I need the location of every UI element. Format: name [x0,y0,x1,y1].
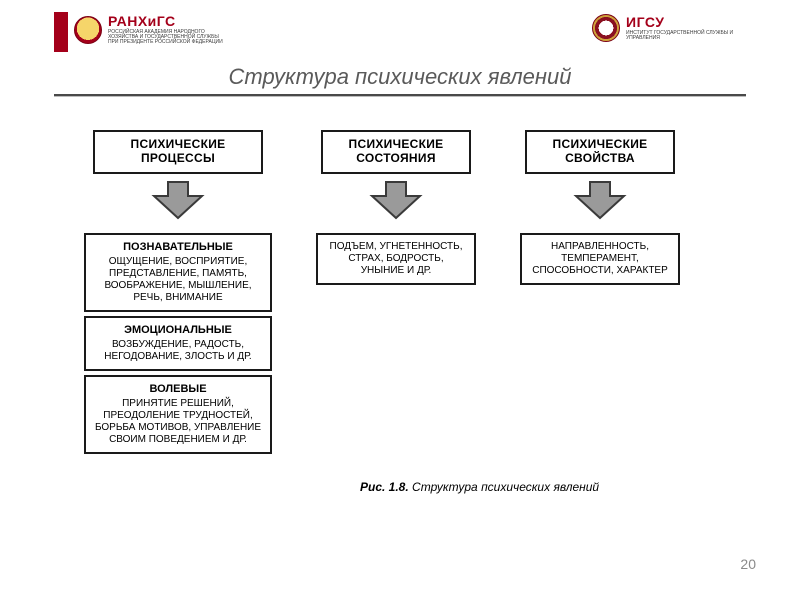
arrow-down-icon [572,180,628,220]
content-box: ПОЗНАВАТЕЛЬНЫЕ ОЩУЩЕНИЕ, ВОСПРИЯТИЕ, ПРЕД… [84,233,272,312]
logo-left: РАНХиГС РОССИЙСКАЯ АКАДЕМИЯ НАРОДНОГО ХО… [74,14,228,45]
diagram-column: ПСИХИЧЕСКИЕ СВОЙСТВА НАПРАВЛЕННОСТЬ, ТЕМ… [520,130,680,285]
logo-right-main: ИГСУ [626,15,746,29]
title-rule [54,94,746,97]
diagram: ПСИХИЧЕСКИЕ ПРОЦЕССЫ ПОЗНАВАТЕЛЬНЫЕ ОЩУЩЕ… [84,130,746,454]
column-header-text: ПСИХИЧЕСКИЕ ПРОЦЕССЫ [103,138,253,166]
content-box: ПОДЪЕМ, УГНЕТЕННОСТЬ, СТРАХ, БОДРОСТЬ, У… [316,233,476,285]
caption-text: Структура психических явлений [412,480,599,494]
logo-right-text: ИГСУ ИНСТИТУТ ГОСУДАРСТВЕННОЙ СЛУЖБЫ И У… [626,15,746,41]
content-text: НАПРАВЛЕННОСТЬ, ТЕМПЕРАМЕНТ, СПОСОБНОСТИ… [530,241,670,277]
logo-left-main: РАНХиГС [108,14,228,28]
content-body: ОЩУЩЕНИЕ, ВОСПРИЯТИЕ, ПРЕДСТАВЛЕНИЕ, ПАМ… [104,256,251,303]
content-body: ВОЗБУЖДЕНИЕ, РАДОСТЬ, НЕГОДОВАНИЕ, ЗЛОСТ… [104,339,251,362]
column-header-box: ПСИХИЧЕСКИЕ СОСТОЯНИЯ [321,130,471,174]
content-box: ВОЛЕВЫЕ ПРИНЯТИЕ РЕШЕНИЙ, ПРЕОДОЛЕНИЕ ТРУ… [84,375,272,454]
arrow-down-icon [368,180,424,220]
logo-left-text: РАНХиГС РОССИЙСКАЯ АКАДЕМИЯ НАРОДНОГО ХО… [108,14,228,45]
page-number: 20 [740,556,756,572]
slide: РАНХиГС РОССИЙСКАЯ АКАДЕМИЯ НАРОДНОГО ХО… [0,0,800,600]
content-text: ЭМОЦИОНАЛЬНЫЕ ВОЗБУЖДЕНИЕ, РАДОСТЬ, НЕГОД… [94,324,262,363]
content-body: НАПРАВЛЕННОСТЬ, ТЕМПЕРАМЕНТ, СПОСОБНОСТИ… [532,241,668,276]
column-header-box: ПСИХИЧЕСКИЕ СВОЙСТВА [525,130,675,174]
diagram-column: ПСИХИЧЕСКИЕ СОСТОЯНИЯ ПОДЪЕМ, УГНЕТЕННОС… [316,130,476,285]
content-title: ПОЗНАВАТЕЛЬНЫЕ [94,241,262,254]
accent-bar [54,12,68,52]
content-body: ПОДЪЕМ, УГНЕТЕННОСТЬ, СТРАХ, БОДРОСТЬ, У… [330,241,463,276]
column-stack: ПОЗНАВАТЕЛЬНЫЕ ОЩУЩЕНИЕ, ВОСПРИЯТИЕ, ПРЕД… [84,233,272,455]
column-header-text: ПСИХИЧЕСКИЕ СОСТОЯНИЯ [331,138,461,166]
content-title: ВОЛЕВЫЕ [94,383,262,396]
slide-title: Структура психических явлений [0,64,800,90]
arrow-wrap [572,180,628,225]
arrow-wrap [368,180,424,225]
logo-right: ИГСУ ИНСТИТУТ ГОСУДАРСТВЕННОЙ СЛУЖБЫ И У… [592,14,746,42]
logo-left-sub: РОССИЙСКАЯ АКАДЕМИЯ НАРОДНОГО ХОЗЯЙСТВА … [108,30,228,45]
figure-caption: Рис. 1.8. Структура психических явлений [360,480,599,494]
content-text: ПОДЪЕМ, УГНЕТЕННОСТЬ, СТРАХ, БОДРОСТЬ, У… [326,241,466,277]
logo-right-sub: ИНСТИТУТ ГОСУДАРСТВЕННОЙ СЛУЖБЫ И УПРАВЛ… [626,31,746,41]
arrow-down-icon [150,180,206,220]
content-text: ВОЛЕВЫЕ ПРИНЯТИЕ РЕШЕНИЙ, ПРЕОДОЛЕНИЕ ТРУ… [94,383,262,446]
column-stack: НАПРАВЛЕННОСТЬ, ТЕМПЕРАМЕНТ, СПОСОБНОСТИ… [520,233,680,285]
content-text: ПОЗНАВАТЕЛЬНЫЕ ОЩУЩЕНИЕ, ВОСПРИЯТИЕ, ПРЕД… [94,241,262,304]
caption-label: Рис. 1.8. [360,480,409,494]
column-header-box: ПСИХИЧЕСКИЕ ПРОЦЕССЫ [93,130,263,174]
content-title: ЭМОЦИОНАЛЬНЫЕ [94,324,262,337]
content-body: ПРИНЯТИЕ РЕШЕНИЙ, ПРЕОДОЛЕНИЕ ТРУДНОСТЕЙ… [95,398,261,445]
content-box: ЭМОЦИОНАЛЬНЫЕ ВОЗБУЖДЕНИЕ, РАДОСТЬ, НЕГОД… [84,316,272,371]
arrow-wrap [150,180,206,225]
column-stack: ПОДЪЕМ, УГНЕТЕННОСТЬ, СТРАХ, БОДРОСТЬ, У… [316,233,476,285]
content-box: НАПРАВЛЕННОСТЬ, ТЕМПЕРАМЕНТ, СПОСОБНОСТИ… [520,233,680,285]
column-header-text: ПСИХИЧЕСКИЕ СВОЙСТВА [535,138,665,166]
emblem-right-icon [592,14,620,42]
diagram-column: ПСИХИЧЕСКИЕ ПРОЦЕССЫ ПОЗНАВАТЕЛЬНЫЕ ОЩУЩЕ… [84,130,272,454]
emblem-icon [74,16,102,44]
